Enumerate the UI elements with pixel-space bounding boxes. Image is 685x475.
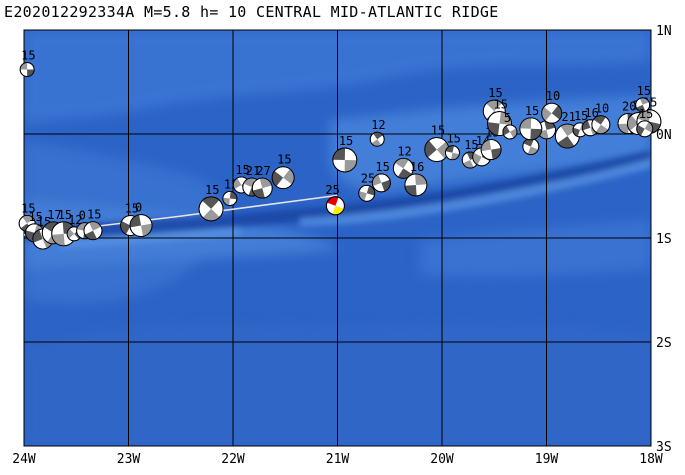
map-title: E202012292334A M=5.8 h= 10 CENTRAL MID-A… <box>4 3 499 21</box>
focal-mechanism <box>445 145 460 161</box>
mechanism-depth-label: 21 <box>246 164 260 178</box>
focal-mechanism <box>332 147 358 173</box>
mechanism-depth-label: 0 <box>135 201 142 215</box>
mechanism-depth-label: 12 <box>371 118 385 132</box>
mechanism-depth-label: 15 <box>639 107 653 121</box>
longitude-label: 18W <box>639 452 663 467</box>
mechanism-depth-label: 5 <box>504 111 511 125</box>
mechanism-depth-label: 12 <box>397 144 411 158</box>
focal-mechanism <box>591 115 611 135</box>
latitude-label: 1N <box>656 24 672 39</box>
mechanism-depth-label: 15 <box>205 183 219 197</box>
mechanism-depth-label: 27 <box>256 164 270 178</box>
focal-mechanism <box>251 177 273 199</box>
mechanism-depth-label: 21 <box>561 110 575 124</box>
latitude-label: 3S <box>656 440 672 455</box>
focal-mechanism <box>480 139 502 161</box>
focal-mechanism <box>83 221 103 241</box>
bathymetry-trough <box>300 158 651 226</box>
mechanism-depth-label: 15 <box>58 208 72 222</box>
mechanism-depth-label: 15 <box>488 86 502 100</box>
mechanism-depth-label: 10 <box>595 102 609 116</box>
mechanism-depth-label: 15 <box>125 202 139 216</box>
mechanism-depth-label: 15 <box>431 124 445 138</box>
event-depth: h= 10 <box>199 3 247 21</box>
mechanism-depth-label: 20 <box>622 100 636 114</box>
latitude-label: 0N <box>656 128 672 143</box>
focal-mechanism <box>129 214 153 237</box>
mechanism-depth-label: 15 <box>339 134 353 148</box>
mechanism-depth-label: 12 <box>68 213 82 227</box>
mechanism-depth-label: 15 <box>277 153 291 167</box>
focal-mechanism <box>371 173 391 193</box>
main-event-depth-label: 25 <box>325 183 339 197</box>
focal-mechanism <box>522 138 540 155</box>
longitude-label: 20W <box>430 452 454 467</box>
focal-mechanism <box>404 173 428 197</box>
mechanism-depth-label: 15 <box>493 98 507 112</box>
focal-mechanism <box>636 120 654 138</box>
mechanism-depth-label: 15 <box>574 109 588 123</box>
mechanism-depth-label: 15 <box>525 104 539 118</box>
mechanism-depth-label: 15 <box>21 49 35 63</box>
focal-mechanism <box>392 157 414 179</box>
bathymetry-light-patch <box>420 220 651 278</box>
mechanism-depth-label: 16 <box>410 160 424 174</box>
focal-mechanism <box>198 196 224 222</box>
focal-mechanism <box>19 62 35 77</box>
focal-mechanism <box>222 191 238 206</box>
focal-mechanism <box>635 97 651 113</box>
longitude-label: 22W <box>221 452 245 467</box>
mechanism-depth-label: 15 <box>464 138 478 152</box>
longitude-label: 19W <box>535 452 559 467</box>
event-id: E202012292334A <box>4 3 135 21</box>
latitude-label: 2S <box>656 336 672 351</box>
mechanism-depth-label: 15 <box>375 160 389 174</box>
mechanism-depth-label: 15 <box>446 132 460 146</box>
longitude-label: 23W <box>117 452 141 467</box>
latitude-labels: 1N 0N 1S 2S 3S <box>656 24 672 455</box>
mechanism-depth-label: 16 <box>584 106 598 120</box>
focal-mechanism <box>541 102 563 124</box>
mechanism-depth-label: 15 <box>637 84 651 98</box>
mechanism-depth-label: 15 <box>28 210 42 224</box>
latitude-label: 1S <box>656 232 672 247</box>
focal-mechanism <box>369 131 385 147</box>
map-frame <box>23 29 652 447</box>
event-magnitude: M=5.8 <box>143 3 191 21</box>
mechanism-depth-label: 25 <box>361 171 375 185</box>
event-region: CENTRAL MID-ATLANTIC RIDGE <box>255 3 499 21</box>
focal-mechanism <box>519 117 543 141</box>
mechanism-depth-label: 15 <box>235 163 249 177</box>
longitude-label: 24W <box>12 452 36 467</box>
main-event-mechanism: 25 <box>325 183 345 216</box>
mechanism-depth-label: 15 <box>21 201 35 215</box>
focal-mechanism <box>424 137 450 163</box>
mechanism-depth-label: 10 <box>546 89 560 103</box>
longitude-labels: 24W 23W 22W 21W 20W 19W 18W <box>12 452 663 467</box>
mechanism-depth-label: 0 <box>79 209 86 223</box>
focal-mechanism <box>502 124 518 140</box>
mechanism-depth-label: 15 <box>87 208 101 222</box>
focal-mechanism <box>358 184 376 202</box>
focal-mechanism <box>271 166 295 190</box>
longitude-label: 21W <box>326 452 350 467</box>
mechanism-depth-label: 17 <box>47 208 61 222</box>
